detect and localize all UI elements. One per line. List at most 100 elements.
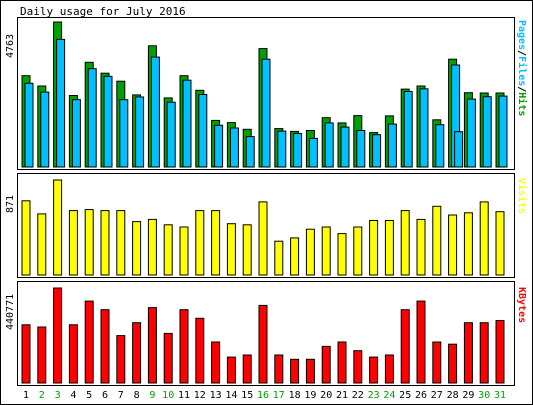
hits-panel-max-label: 4763: [5, 34, 16, 58]
kbytes-bar: [195, 317, 205, 384]
legend-pages: Pages: [516, 20, 527, 50]
day-label: 14: [225, 390, 237, 401]
day-label: 22: [352, 390, 364, 401]
day-label: 5: [86, 390, 92, 401]
day-label: 23: [368, 390, 380, 401]
visits-bar: [37, 213, 47, 276]
visits-bar: [290, 237, 300, 276]
files-bar: [277, 130, 287, 168]
kbytes-bar: [432, 341, 442, 384]
kbytes-bar: [400, 309, 410, 384]
day-label: 19: [304, 390, 316, 401]
kbytes-bar: [337, 341, 347, 384]
kbytes-bar: [416, 300, 426, 384]
kbytes-bar: [495, 320, 505, 384]
files-bar: [150, 56, 160, 168]
kbytes-bar: [242, 354, 252, 384]
visits-bar: [163, 224, 173, 276]
day-label: 26: [415, 390, 427, 401]
kbytes-bar: [321, 345, 331, 384]
visits-bar: [211, 210, 221, 276]
visits-bar: [448, 214, 458, 276]
kbytes-bar: [53, 287, 63, 384]
kbytes-bar: [84, 300, 94, 384]
files-bar: [435, 124, 445, 168]
chart-title: Daily usage for July 2016: [20, 5, 186, 18]
kbytes-bar: [37, 326, 47, 384]
legend-files: Files: [516, 56, 528, 86]
pages-bar: [454, 131, 464, 168]
day-label: 1: [23, 390, 29, 401]
files-bar: [103, 75, 113, 168]
legend-separator: /: [516, 86, 527, 92]
kbytes-bar: [68, 324, 78, 384]
files-bar: [119, 99, 129, 168]
kbytes-bar: [116, 335, 126, 384]
visits-bar: [242, 224, 252, 276]
kbytes-bar: [463, 322, 473, 384]
visits-bar: [84, 209, 94, 276]
visits-bar: [116, 210, 126, 276]
day-label: 17: [273, 390, 285, 401]
visits-bar: [495, 211, 505, 276]
day-label: 21: [336, 390, 348, 401]
visits-panel-max-label: 871: [5, 195, 16, 213]
visits-bar: [337, 233, 347, 276]
day-label: 6: [102, 390, 108, 401]
visits-bar: [274, 240, 284, 276]
day-label: 24: [383, 390, 395, 401]
visits-bar: [147, 218, 157, 276]
kbytes-bar: [147, 307, 157, 384]
files-bar: [372, 134, 382, 168]
day-label: 27: [431, 390, 443, 401]
kbytes-bar: [448, 343, 458, 384]
files-bar: [419, 88, 429, 168]
day-label: 31: [494, 390, 506, 401]
files-bar: [466, 98, 476, 168]
files-bar: [87, 68, 97, 168]
files-bar: [498, 95, 508, 168]
day-label: 12: [194, 390, 206, 401]
day-label: 4: [70, 390, 76, 401]
visits-bar: [479, 201, 489, 276]
visits-bar: [100, 210, 110, 276]
day-label: 15: [241, 390, 253, 401]
day-label: 9: [149, 390, 155, 401]
visits-bar: [353, 226, 363, 276]
kbytes-panel-max-label: 440771: [5, 294, 16, 330]
legend-hits: Hits: [516, 92, 528, 116]
files-bar: [340, 126, 350, 168]
kbytes-bar: [258, 304, 268, 384]
day-label: 2: [39, 390, 45, 401]
visits-bars: [21, 179, 505, 276]
kbytes-bar: [100, 309, 110, 384]
files-bar: [261, 58, 271, 168]
day-label: 13: [210, 390, 222, 401]
visits-bar: [179, 226, 189, 276]
kbytes-bar: [211, 341, 221, 384]
legend-visits: Visits: [516, 178, 528, 214]
day-label: 25: [399, 390, 411, 401]
day-label: 3: [55, 390, 61, 401]
day-label: 18: [289, 390, 301, 401]
files-bar: [403, 91, 413, 168]
hits-panel-legend: Pages/Files/Hits: [516, 20, 528, 116]
kbytes-bar: [179, 309, 189, 384]
visits-bar: [400, 210, 410, 276]
day-label: 10: [162, 390, 174, 401]
day-label: 11: [178, 390, 190, 401]
files-bar: [356, 130, 366, 168]
visits-bar: [68, 210, 78, 276]
kbytes-bars: [21, 287, 505, 384]
files-bar: [198, 94, 208, 168]
files-bar: [71, 99, 81, 168]
kbytes-bar: [163, 332, 173, 384]
files-bar: [56, 38, 66, 168]
kbytes-bar: [132, 322, 142, 384]
visits-bar: [369, 220, 379, 276]
files-bar: [24, 82, 34, 168]
visits-bar: [21, 200, 31, 276]
files-bar: [182, 79, 192, 168]
